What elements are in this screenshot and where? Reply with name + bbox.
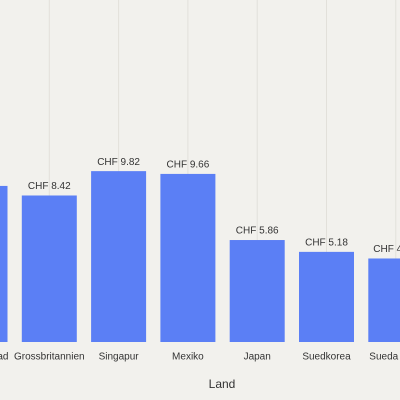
x-tick-label: ad	[0, 352, 9, 363]
bar	[21, 195, 77, 342]
x-tick-label: Suedkorea	[302, 352, 351, 363]
value-label: CHF 8.42	[28, 181, 71, 192]
bar	[91, 171, 147, 342]
x-tick-label: Singapur	[99, 352, 140, 363]
value-label: CHF 9.82	[97, 157, 140, 168]
bar	[229, 240, 285, 342]
value-label: CHF 9.66	[167, 160, 210, 171]
bar	[368, 258, 400, 342]
value-label: CHF 4	[373, 244, 400, 255]
bar	[160, 173, 216, 342]
bar	[299, 251, 354, 342]
x-tick-label: Grossbritannien	[14, 352, 85, 363]
value-label: CHF 5.18	[305, 238, 348, 249]
x-tick-label: Mexiko	[172, 352, 204, 363]
x-tick-label: Japan	[244, 352, 271, 363]
bar	[0, 185, 8, 342]
x-axis-title: Land	[209, 377, 236, 391]
x-tick-label: Sueda	[369, 352, 398, 363]
value-label: CHF 5.86	[236, 226, 279, 237]
